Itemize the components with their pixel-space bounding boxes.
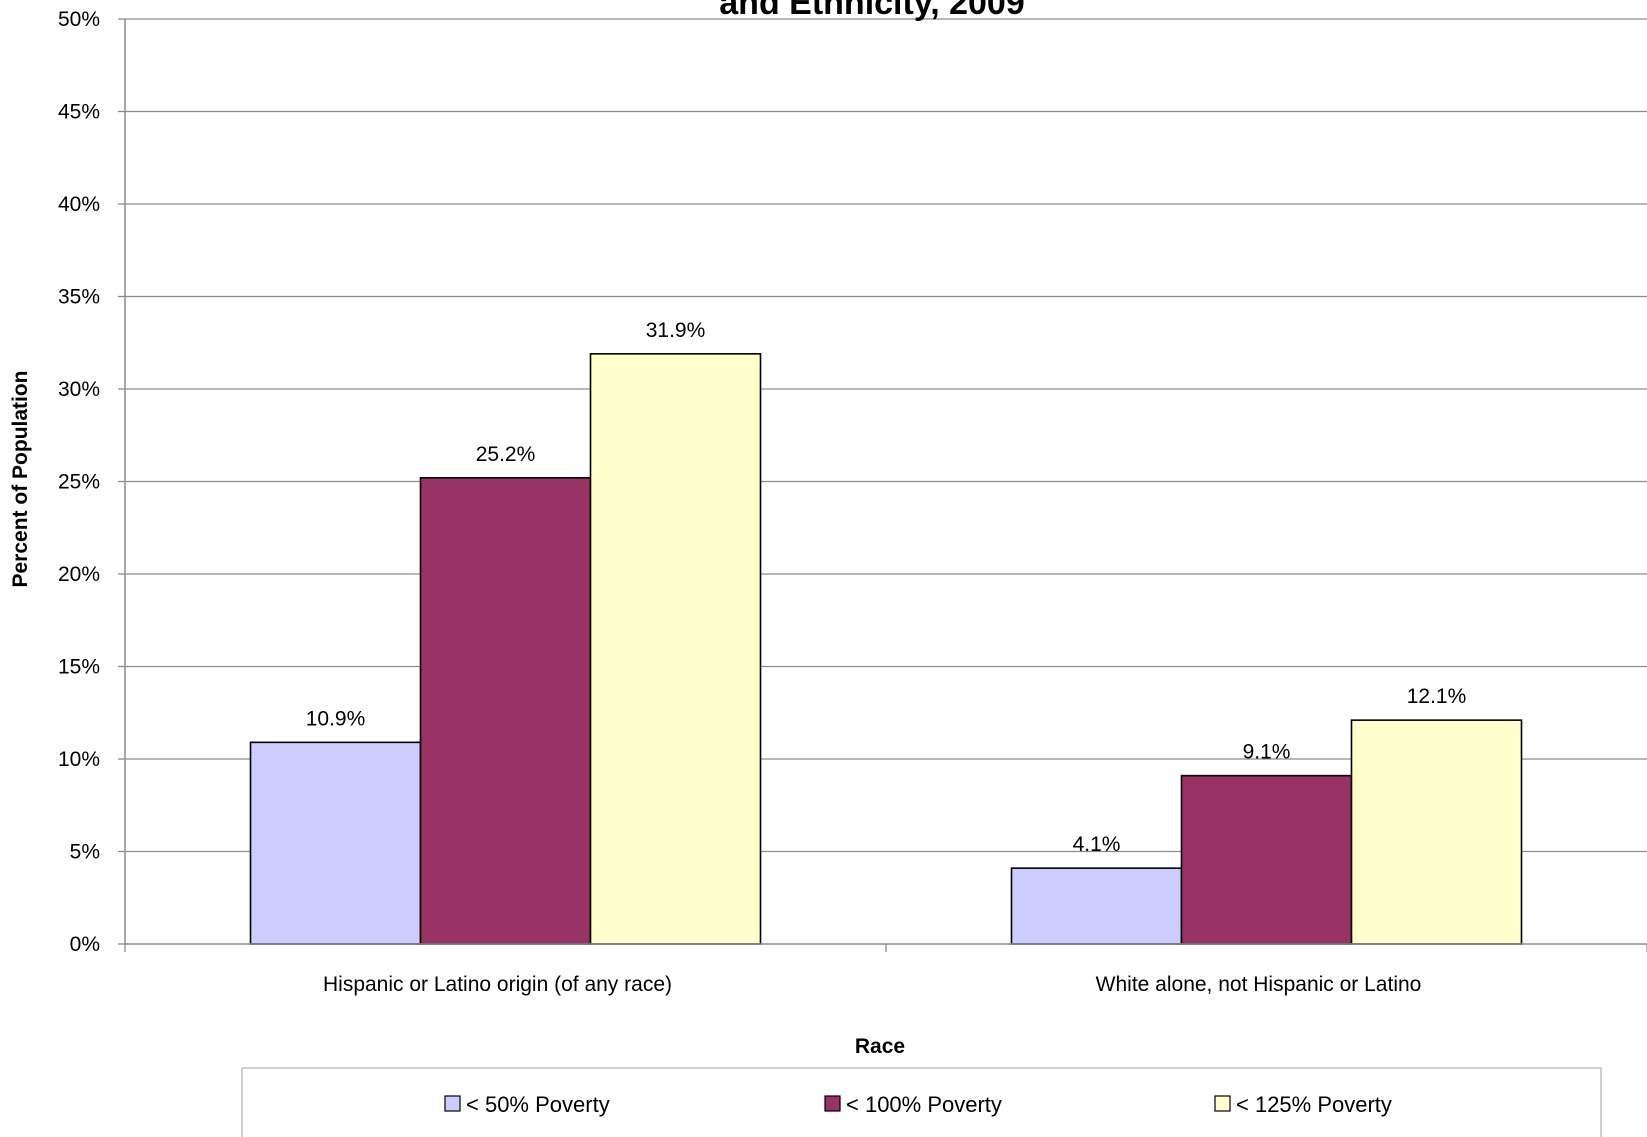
data-label: 4.1%: [1073, 833, 1121, 856]
axes: 0% 5% 10% 15% 20% 25% 30% 35% 40% 45% 50% Hispanic …: [58, 8, 1647, 996]
y-tick-label: 50%: [58, 8, 100, 31]
data-label: 31.9%: [646, 319, 706, 342]
bar: [1010, 867, 1183, 945]
data-labels: 10.9% 25.2% 31.9% 4.1% 9.1% 12.1%: [306, 319, 1467, 856]
legend-label: < 100% Poverty: [846, 1092, 1002, 1117]
legend-label: < 125% Poverty: [1236, 1092, 1392, 1117]
legend-swatch: [824, 1095, 841, 1112]
data-label: 25.2%: [476, 443, 536, 466]
bars: [249, 353, 1523, 945]
y-tick-label: 20%: [58, 563, 100, 586]
data-label: 12.1%: [1407, 685, 1467, 708]
y-tick-label: 30%: [58, 378, 100, 401]
data-label: 10.9%: [306, 707, 366, 730]
y-tick-label: 40%: [58, 193, 100, 216]
bar: [1180, 774, 1353, 945]
y-tick-label: 0%: [70, 933, 100, 956]
legend: < 50% Poverty < 100% Poverty < 125% Povert…: [241, 1067, 1602, 1137]
bar: [249, 741, 422, 945]
data-label: 9.1%: [1243, 741, 1291, 764]
chart-title: and Ethnicity, 2009: [719, 0, 1024, 22]
legend-label: < 50% Poverty: [466, 1092, 610, 1117]
y-tick-label: 25%: [58, 471, 100, 494]
bar: [589, 353, 762, 945]
category-label: White alone, not Hispanic or Latino: [1096, 973, 1422, 996]
y-axis-title: Percent of Population: [9, 370, 32, 587]
y-tick-label: 35%: [58, 286, 100, 309]
legend-swatch: [444, 1095, 461, 1112]
bar: [419, 476, 592, 945]
category-label: Hispanic or Latino origin (of any race): [323, 973, 672, 996]
y-tick-label: 45%: [58, 101, 100, 124]
bar: [1350, 719, 1523, 945]
y-tick-label: 15%: [58, 656, 100, 679]
y-tick-label: 5%: [70, 841, 100, 864]
legend-frame: [241, 1067, 1602, 1137]
legend-swatch: [1214, 1095, 1231, 1112]
x-axis-title: Race: [855, 1035, 905, 1058]
y-tick-label: 10%: [58, 748, 100, 771]
